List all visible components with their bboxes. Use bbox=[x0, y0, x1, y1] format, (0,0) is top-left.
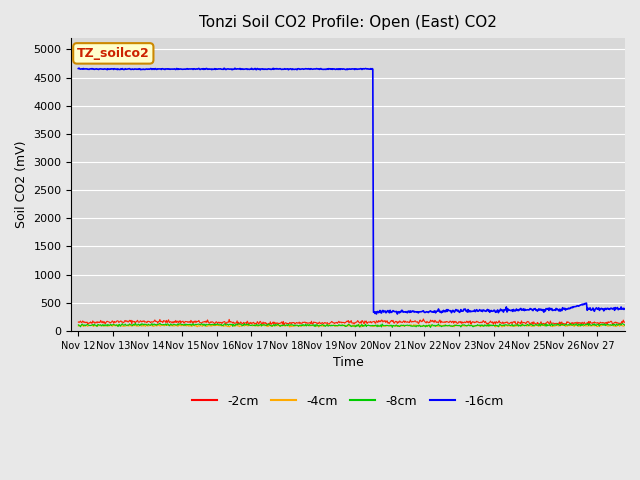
Title: Tonzi Soil CO2 Profile: Open (East) CO2: Tonzi Soil CO2 Profile: Open (East) CO2 bbox=[199, 15, 497, 30]
Y-axis label: Soil CO2 (mV): Soil CO2 (mV) bbox=[15, 141, 28, 228]
Text: TZ_soilco2: TZ_soilco2 bbox=[77, 47, 150, 60]
Legend: -2cm, -4cm, -8cm, -16cm: -2cm, -4cm, -8cm, -16cm bbox=[188, 390, 509, 413]
X-axis label: Time: Time bbox=[333, 356, 364, 369]
